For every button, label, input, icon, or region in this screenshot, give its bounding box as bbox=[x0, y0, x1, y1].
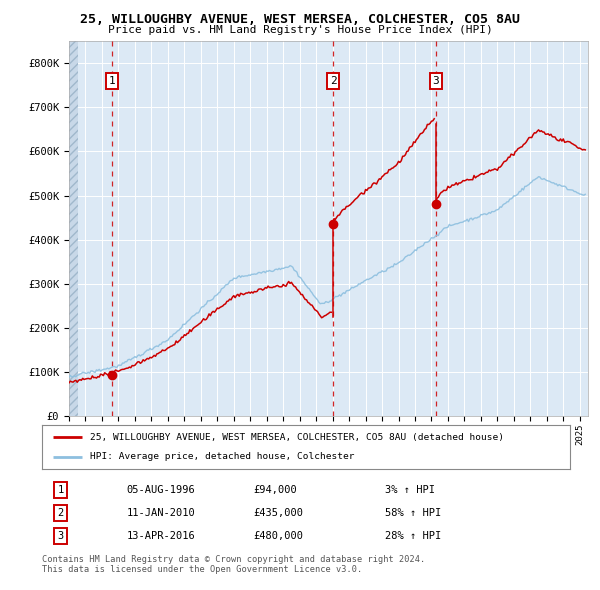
Text: £480,000: £480,000 bbox=[253, 531, 303, 541]
Text: 05-AUG-1996: 05-AUG-1996 bbox=[127, 485, 195, 495]
Text: Price paid vs. HM Land Registry's House Price Index (HPI): Price paid vs. HM Land Registry's House … bbox=[107, 25, 493, 35]
Text: 25, WILLOUGHBY AVENUE, WEST MERSEA, COLCHESTER, CO5 8AU: 25, WILLOUGHBY AVENUE, WEST MERSEA, COLC… bbox=[80, 13, 520, 26]
Text: 3: 3 bbox=[58, 531, 64, 541]
Text: 58% ↑ HPI: 58% ↑ HPI bbox=[385, 508, 442, 518]
Text: 1: 1 bbox=[58, 485, 64, 495]
Text: 2: 2 bbox=[58, 508, 64, 518]
Text: £435,000: £435,000 bbox=[253, 508, 303, 518]
Text: HPI: Average price, detached house, Colchester: HPI: Average price, detached house, Colc… bbox=[89, 452, 354, 461]
Text: 3% ↑ HPI: 3% ↑ HPI bbox=[385, 485, 435, 495]
Text: 11-JAN-2010: 11-JAN-2010 bbox=[127, 508, 195, 518]
Text: 13-APR-2016: 13-APR-2016 bbox=[127, 531, 195, 541]
Text: Contains HM Land Registry data © Crown copyright and database right 2024.: Contains HM Land Registry data © Crown c… bbox=[42, 555, 425, 563]
Text: 25, WILLOUGHBY AVENUE, WEST MERSEA, COLCHESTER, CO5 8AU (detached house): 25, WILLOUGHBY AVENUE, WEST MERSEA, COLC… bbox=[89, 432, 503, 442]
Text: 2: 2 bbox=[330, 76, 337, 86]
Text: 28% ↑ HPI: 28% ↑ HPI bbox=[385, 531, 442, 541]
Text: This data is licensed under the Open Government Licence v3.0.: This data is licensed under the Open Gov… bbox=[42, 565, 362, 573]
Text: £94,000: £94,000 bbox=[253, 485, 297, 495]
Polygon shape bbox=[69, 41, 78, 416]
Text: 1: 1 bbox=[108, 76, 115, 86]
Text: 3: 3 bbox=[433, 76, 439, 86]
